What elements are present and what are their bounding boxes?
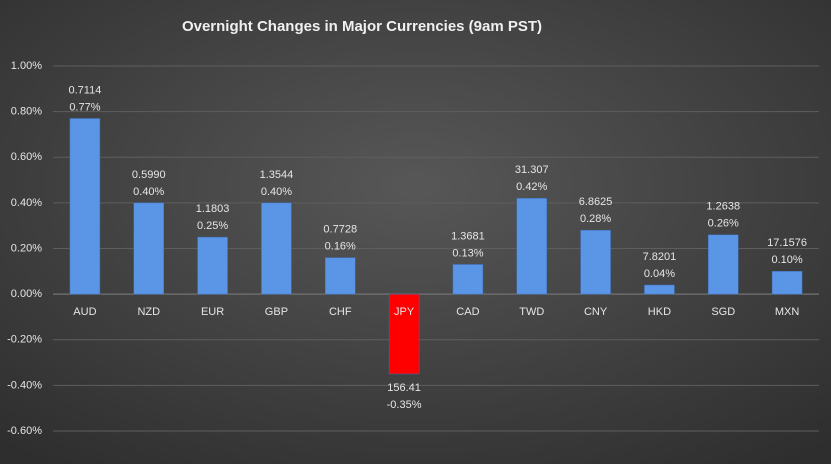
value-label: 0.42% [516,181,547,193]
value-label: 0.40% [133,186,164,198]
x-tick-label: SGD [711,306,735,318]
rate-label: 0.7114 [69,84,102,96]
x-tick-label: GBP [265,306,288,318]
rate-label: 0.5990 [132,169,166,181]
rate-label: 7.8201 [643,251,677,263]
x-tick-label: CAD [456,306,479,318]
rate-label: 156.41 [387,382,421,394]
rate-label: 1.3544 [260,169,294,181]
bar [69,118,101,295]
y-tick-label: 1.00% [11,60,42,72]
rate-label: 0.7728 [323,224,357,236]
x-tick-label: JPY [394,306,415,318]
value-label: 0.40% [261,186,292,198]
bar [261,202,292,295]
value-label: 0.13% [452,247,483,259]
y-tick-label: -0.20% [7,334,42,346]
rate-label: 1.3681 [451,230,485,242]
bar [452,264,484,295]
x-tick-label: NZD [137,306,160,318]
value-label: 0.10% [771,254,802,266]
bar [133,202,164,295]
rate-label: 31.307 [515,164,549,176]
value-label: 0.16% [325,241,356,253]
rate-label: 17.1576 [767,237,807,249]
bar [580,230,611,295]
bar [197,236,228,295]
x-tick-label: TWD [519,306,544,318]
y-tick-label: 0.20% [11,242,42,254]
y-tick-label: -0.40% [7,379,42,391]
value-label: 0.25% [197,220,228,232]
bar [388,293,420,375]
rate-label: 6.8625 [579,196,613,208]
x-tick-label: AUD [73,306,96,318]
bar [516,198,547,295]
rate-label: 1.1803 [196,203,230,215]
chart-title: Overnight Changes in Major Currencies (9… [182,18,542,35]
rate-label: 1.2638 [706,201,740,213]
x-tick-label: CNY [584,306,608,318]
bar [708,234,739,295]
y-tick-label: 0.00% [11,288,42,300]
value-label: 0.28% [580,213,611,225]
bar [771,271,803,295]
bar [644,284,675,295]
x-tick-label: EUR [201,306,224,318]
y-tick-label: 0.80% [11,106,42,118]
value-label: 0.77% [69,101,100,113]
value-label: 0.04% [644,268,675,280]
x-tick-label: CHF [329,306,352,318]
x-tick-label: MXN [775,306,800,318]
bar [325,257,356,295]
y-tick-label: -0.60% [7,425,42,437]
y-tick-label: 0.60% [11,151,42,163]
value-label: -0.35% [387,399,422,411]
y-tick-label: 0.40% [11,197,42,209]
value-label: 0.26% [708,218,739,230]
x-tick-label: HKD [648,306,671,318]
